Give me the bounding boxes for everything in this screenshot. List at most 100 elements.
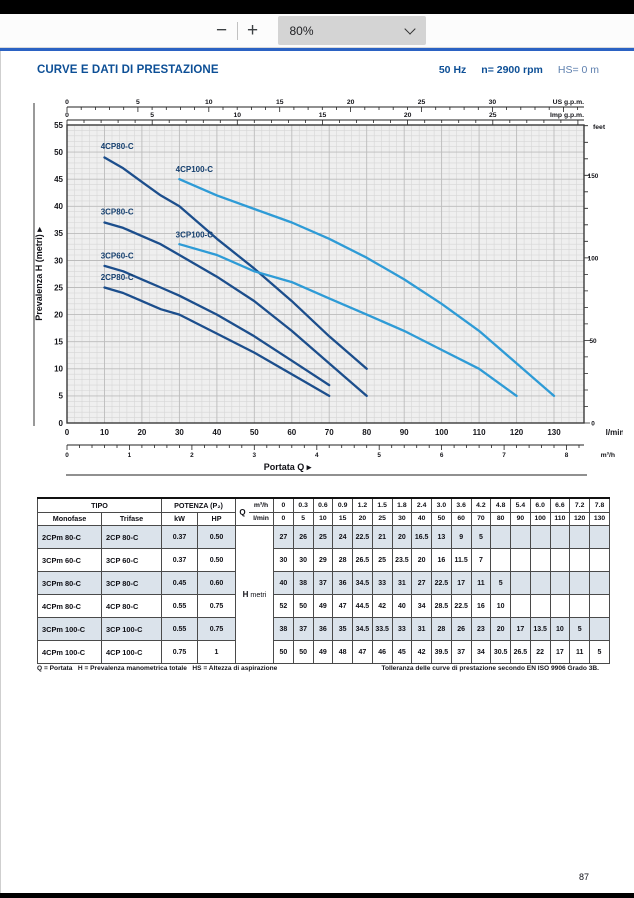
q-m3h-value: 7.8 <box>589 497 610 513</box>
cell-kw: 0.75 <box>161 640 198 664</box>
q-lmin-value: 25 <box>371 511 393 526</box>
cell-h-value: 11 <box>569 640 591 664</box>
cell-h-value: 28.5 <box>431 594 452 618</box>
cell-h-value: 50 <box>292 594 314 618</box>
tick-label: 110 <box>473 428 486 437</box>
zoom-in-button[interactable]: + <box>240 18 266 44</box>
curve-4CP100-C <box>178 178 556 398</box>
cell-h-value: 36 <box>312 617 334 641</box>
tick-label: 10 <box>205 99 213 106</box>
cell-h-value: 22.5 <box>431 571 452 595</box>
performance-chart: 0 5 10 15 20 25 30 US g.p.m.0 5 10 15 20 25 Imp g.p.m… <box>33 99 623 476</box>
cell-h-value: 35 <box>332 617 354 641</box>
q-m3h-value: 6.0 <box>529 497 551 513</box>
tick-label: 70 <box>325 428 334 437</box>
cell-h-value: 10 <box>490 594 512 618</box>
q-m3h-value: 0 <box>273 497 294 513</box>
tick-label: 10 <box>100 428 109 437</box>
cell-h-value: 16 <box>431 548 452 572</box>
cell-h-value: 38 <box>292 571 314 595</box>
cell-h-value <box>529 594 551 618</box>
q-lmin-value: 40 <box>411 511 433 526</box>
curve-3CP60-C <box>103 264 331 387</box>
q-lmin-value: 30 <box>391 511 413 526</box>
tick-label: 20 <box>54 310 63 319</box>
cell-h-value: 11 <box>470 571 492 595</box>
unit-m3h: m³/h <box>601 452 615 459</box>
cell-h-value: 9 <box>450 525 472 549</box>
cell-h-value: 5 <box>569 617 591 641</box>
zoom-out-button[interactable]: − <box>209 18 235 44</box>
tick-label: 5 <box>150 112 154 119</box>
cell-kw: 0.37 <box>161 548 198 572</box>
cell-h-value <box>569 548 591 572</box>
zoom-level-value: 80% <box>289 23 314 38</box>
cell-h-value: 22 <box>529 640 551 664</box>
cell-h-value: 50 <box>273 640 294 664</box>
cell-h-value: 34.5 <box>352 617 373 641</box>
tick-label: 25 <box>489 112 497 119</box>
cell-h-value: 48 <box>332 640 354 664</box>
cell-h-value: 49 <box>312 640 334 664</box>
cell-h-value: 49 <box>312 594 334 618</box>
cell-h-value <box>589 594 610 618</box>
cell-h-value <box>569 594 591 618</box>
cell-h-value <box>510 571 531 595</box>
cell-hp: 0.50 <box>196 548 237 572</box>
q-unit-m3h: m³/h <box>249 499 273 513</box>
cell-h-value: 17 <box>510 617 531 641</box>
cell-h-value: 26 <box>450 617 472 641</box>
cell-h-value: 7 <box>470 548 492 572</box>
curve-label-2CP80-C: 2CP80-C <box>101 273 134 282</box>
tick-label: 7 <box>502 452 506 459</box>
cell-h-value <box>549 594 571 618</box>
cell-h-value: 5 <box>589 640 610 664</box>
cell-h-value <box>490 525 512 549</box>
spec-frequency: 50 Hz <box>438 64 467 76</box>
q-lmin-value: 120 <box>569 511 591 526</box>
cell-h-value <box>529 525 551 549</box>
cell-h-value: 30 <box>273 548 294 572</box>
tick-label: 4 <box>315 452 319 459</box>
tick-label: 0 <box>591 421 595 428</box>
q-lmin-value: 50 <box>431 511 452 526</box>
cell-monofase: 3CPm 80-C <box>37 571 102 595</box>
cell-h-value: 30.5 <box>490 640 512 664</box>
plot-border <box>66 124 585 424</box>
cell-h-value: 13.5 <box>529 617 551 641</box>
curve-label-3CP80-C: 3CP80-C <box>101 207 134 216</box>
q-lmin-value: 90 <box>510 511 531 526</box>
cell-h-value: 24 <box>332 525 354 549</box>
cell-kw: 0.55 <box>161 617 198 641</box>
cell-h-value <box>549 571 571 595</box>
cell-kw: 0.45 <box>161 571 198 595</box>
tick-label: 15 <box>54 338 63 347</box>
cell-h-value: 25 <box>371 548 393 572</box>
q-m3h-value: 4.2 <box>470 497 492 513</box>
tick-label: 50 <box>54 148 63 157</box>
cell-h-value: 37 <box>312 571 334 595</box>
q-lmin-value: 60 <box>450 511 472 526</box>
cell-trifase: 4CP 80-C <box>101 594 162 618</box>
cell-monofase: 3CPm 100-C <box>37 617 102 641</box>
cell-h-value <box>510 525 531 549</box>
tick-label: 40 <box>54 202 63 211</box>
zoom-level-select[interactable]: 80% <box>277 16 426 45</box>
tick-label: 15 <box>319 112 327 119</box>
tick-label: 35 <box>54 229 63 238</box>
q-lmin-value: 10 <box>312 511 334 526</box>
cell-h-value: 46 <box>371 640 393 664</box>
table-header-row-1: TIPO POTENZA (P₂) Q m³/h l/min 0 0.3 0.6 0.9… <box>37 497 610 526</box>
tick-label: 100 <box>588 255 599 262</box>
cell-hp: 0.75 <box>196 594 237 618</box>
cell-h-value: 17 <box>450 571 472 595</box>
q-m3h-value: 1.8 <box>391 497 413 513</box>
tick-label: 20 <box>137 428 146 437</box>
q-lmin-value: 15 <box>332 511 354 526</box>
cell-h-value: 20 <box>411 548 433 572</box>
table-row: 3CPm 60-C 3CP 60-C 0.37 0.50 30 30 29 28 26.5… <box>37 548 610 572</box>
cell-trifase: 3CP 60-C <box>101 548 162 572</box>
unit-impgpm: Imp g.p.m. <box>550 112 584 119</box>
browser-top-bar <box>0 0 634 14</box>
cell-h-value <box>589 571 610 595</box>
